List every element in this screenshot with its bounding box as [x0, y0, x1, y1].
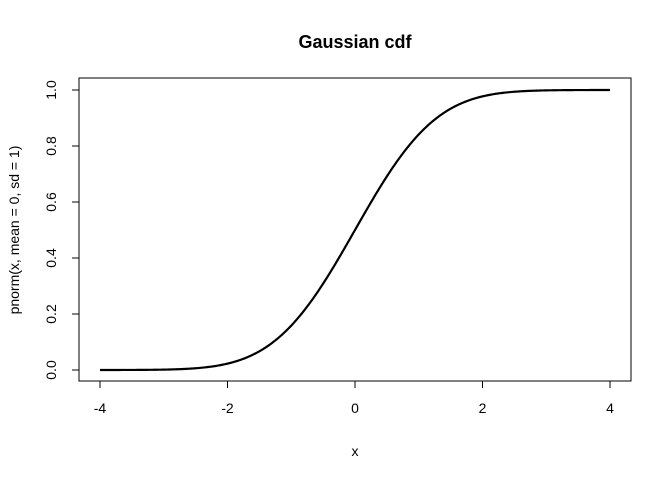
x-tick-label: 2 [479, 400, 487, 416]
cdf-line [100, 88, 610, 372]
series-layer [100, 88, 610, 372]
y-tick-label: 0.2 [43, 304, 59, 324]
y-tick-label: 1.0 [43, 80, 59, 100]
x-tick-label: 0 [351, 400, 359, 416]
x-tick-label: -2 [221, 400, 234, 416]
y-tick-label: 0.4 [43, 248, 59, 268]
x-axis-label: x [352, 443, 359, 459]
y-tick-label: 0.8 [43, 136, 59, 156]
y-axis-label: pnorm(x, mean = 0, sd = 1) [6, 146, 22, 315]
x-axis: -4 -2 0 2 4 [94, 380, 614, 416]
y-axis: 0.0 0.2 0.4 0.6 0.8 1.0 [43, 80, 80, 380]
y-tick-label: 0.0 [43, 360, 59, 380]
x-tick-label: -4 [94, 400, 107, 416]
y-tick-label: 0.6 [43, 192, 59, 212]
chart-title: Gaussian cdf [298, 32, 412, 52]
x-tick-label: 4 [606, 400, 614, 416]
